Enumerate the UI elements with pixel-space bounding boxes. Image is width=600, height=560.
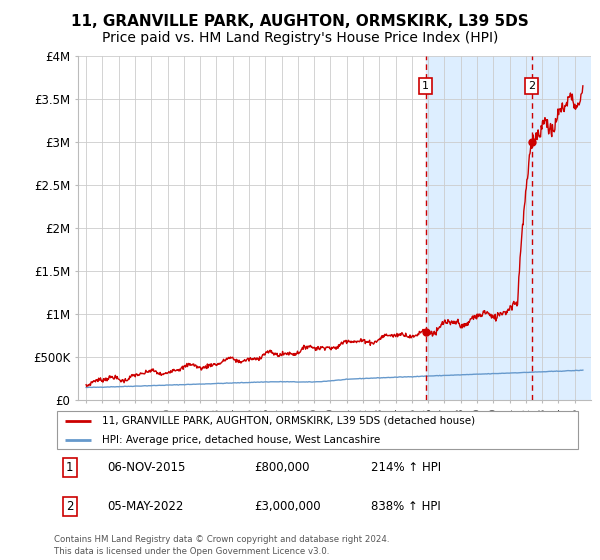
Text: 214% ↑ HPI: 214% ↑ HPI (371, 461, 441, 474)
Text: 11, GRANVILLE PARK, AUGHTON, ORMSKIRK, L39 5DS: 11, GRANVILLE PARK, AUGHTON, ORMSKIRK, L… (71, 14, 529, 29)
Text: 2: 2 (66, 500, 74, 512)
Text: £3,000,000: £3,000,000 (254, 500, 321, 512)
Text: HPI: Average price, detached house, West Lancashire: HPI: Average price, detached house, West… (101, 435, 380, 445)
Text: 2: 2 (528, 81, 535, 91)
Text: £800,000: £800,000 (254, 461, 310, 474)
Text: 05-MAY-2022: 05-MAY-2022 (107, 500, 183, 512)
Text: 11, GRANVILLE PARK, AUGHTON, ORMSKIRK, L39 5DS (detached house): 11, GRANVILLE PARK, AUGHTON, ORMSKIRK, L… (101, 416, 475, 426)
Text: Contains HM Land Registry data © Crown copyright and database right 2024.
This d: Contains HM Land Registry data © Crown c… (54, 535, 389, 556)
Text: Price paid vs. HM Land Registry's House Price Index (HPI): Price paid vs. HM Land Registry's House … (102, 31, 498, 45)
Text: 838% ↑ HPI: 838% ↑ HPI (371, 500, 440, 512)
Bar (426, 56, 600, 400)
Text: 1: 1 (422, 81, 429, 91)
FancyBboxPatch shape (56, 411, 578, 449)
Text: 06-NOV-2015: 06-NOV-2015 (107, 461, 185, 474)
Text: 1: 1 (66, 461, 74, 474)
